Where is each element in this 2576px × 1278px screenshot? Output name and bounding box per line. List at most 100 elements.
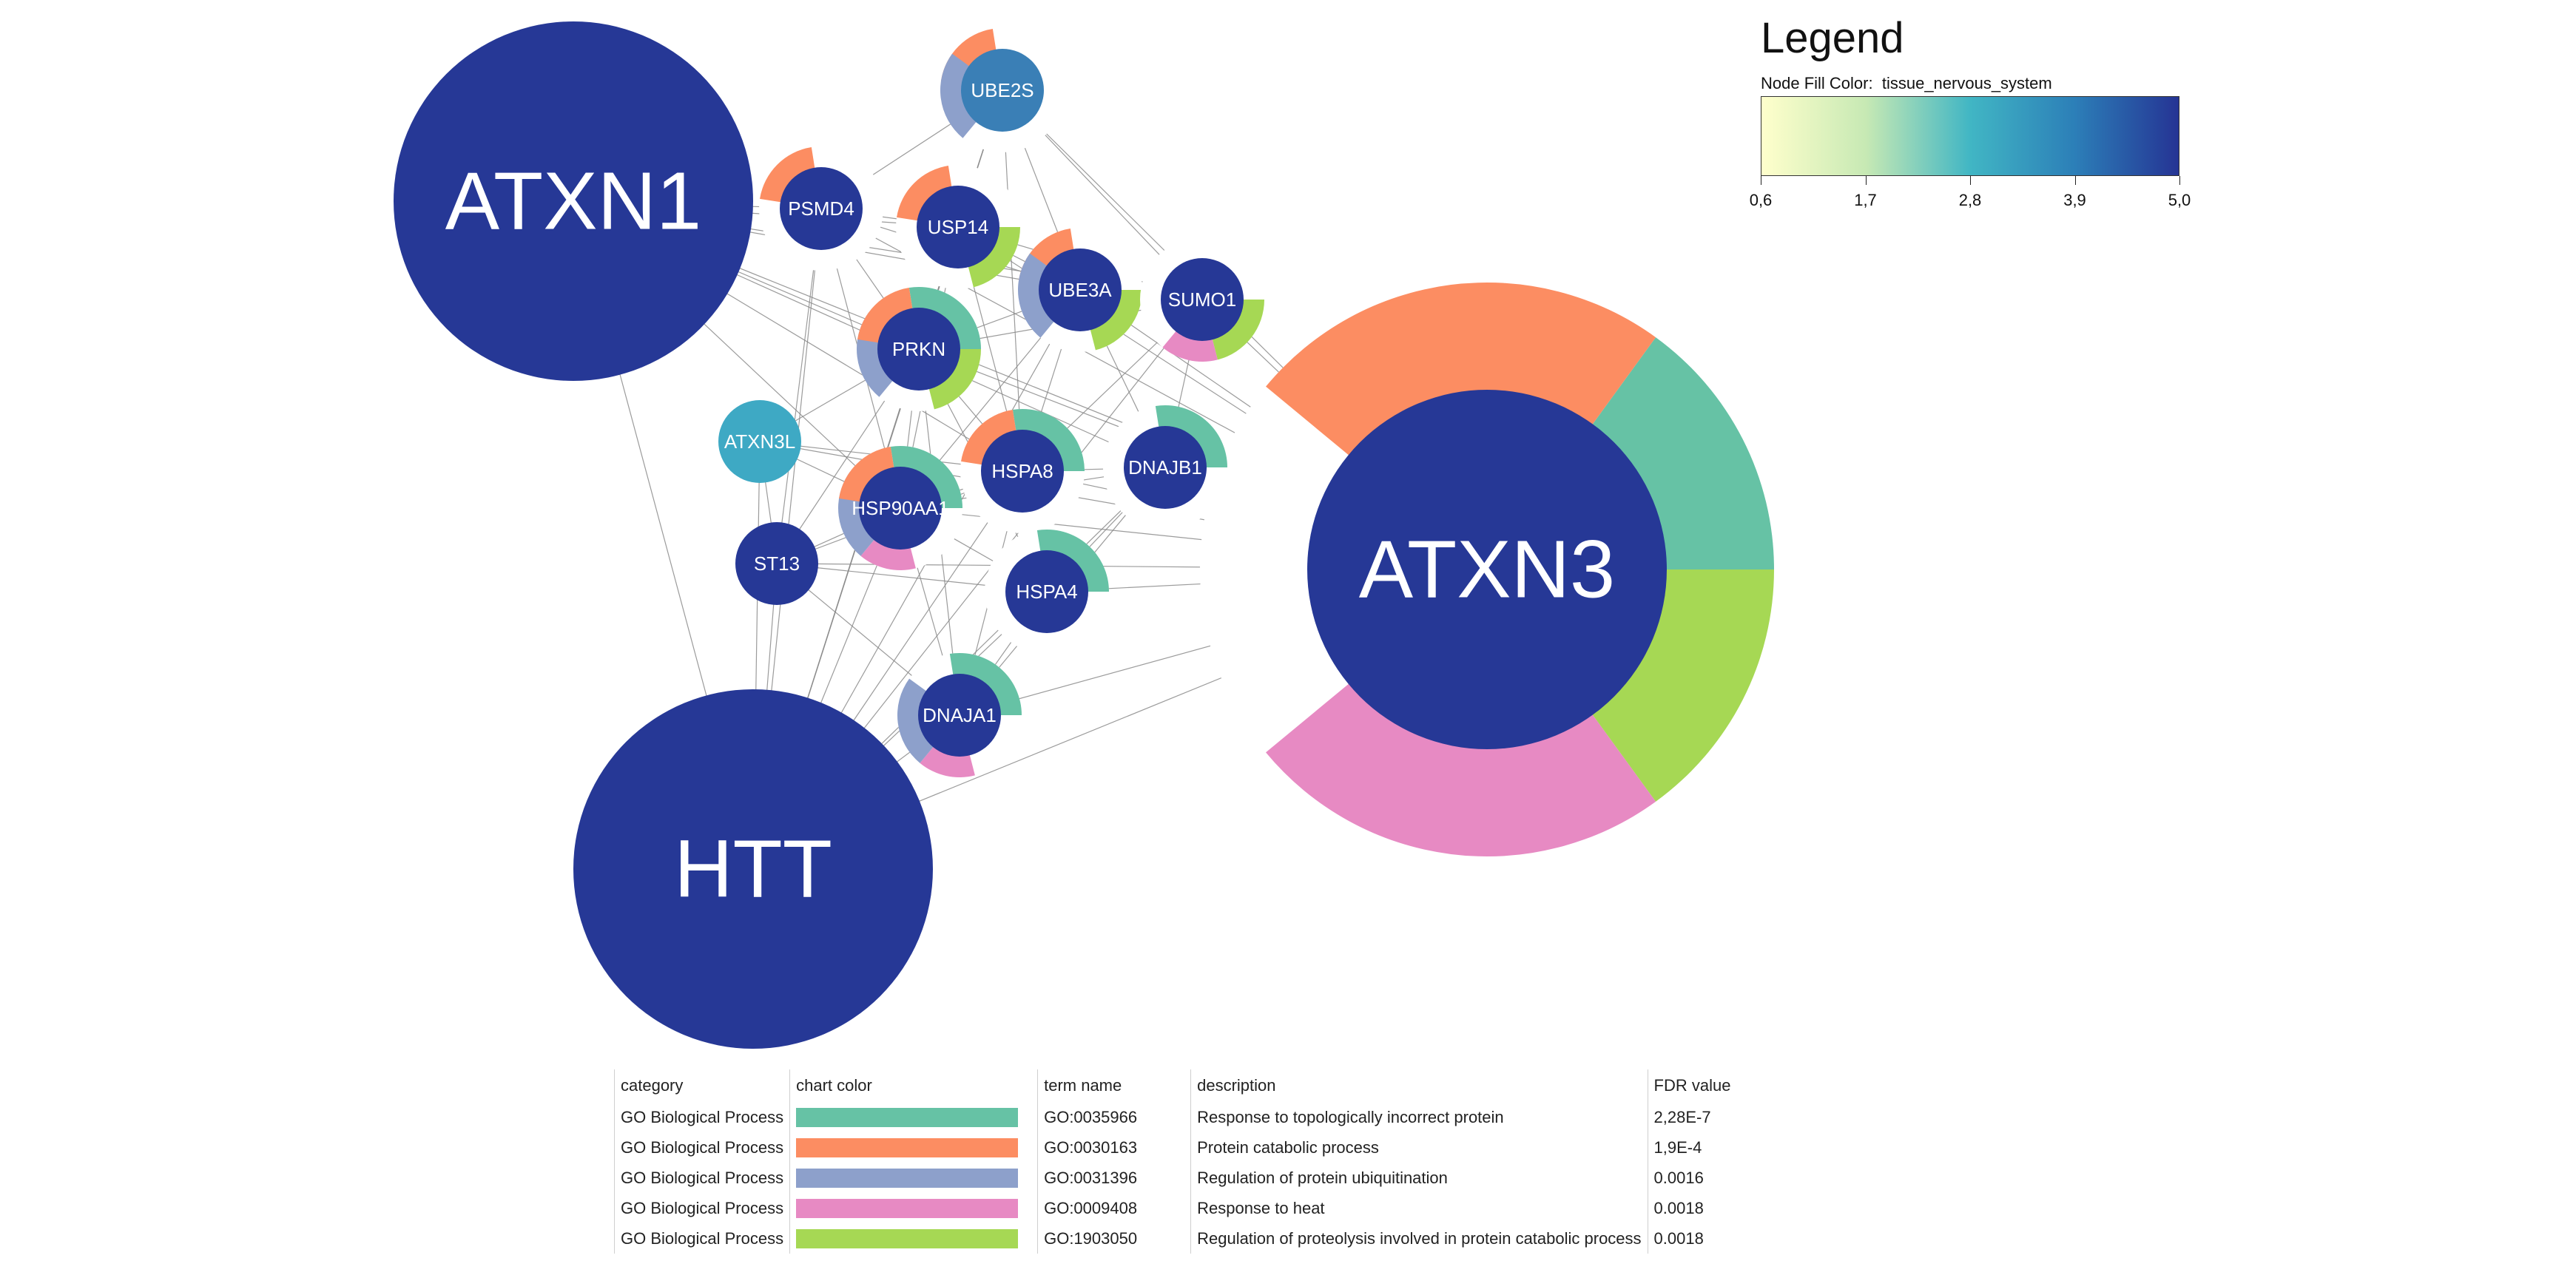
node-circle — [718, 400, 801, 483]
cell-description: Regulation of protein ubiquitination — [1190, 1163, 1648, 1193]
term-arc-GO-0009408 — [860, 538, 916, 570]
cell-category: GO Biological Process — [613, 1102, 790, 1132]
legend-tick-label: 0,6 — [1749, 191, 1773, 209]
color-swatch — [796, 1137, 1019, 1157]
node-hspa8[interactable]: HSPA8 — [960, 409, 1085, 533]
node-label: DNAJA1 — [923, 704, 997, 726]
cell-description: Response to heat — [1190, 1193, 1648, 1223]
node-atxn1[interactable]: ATXN1 — [394, 21, 753, 381]
node-psmd4[interactable]: PSMD4 — [759, 146, 883, 271]
color-swatch — [796, 1107, 1019, 1127]
node-circle — [573, 689, 933, 1049]
term-arc-GO-0031396 — [1018, 253, 1055, 338]
legend-gradient-bar — [1761, 96, 2179, 176]
header-term-name: term name — [1037, 1069, 1191, 1102]
term-arc-GO-0031396 — [897, 678, 934, 763]
cell-term: GO:0035966 — [1037, 1102, 1191, 1132]
cell-term: GO:1903050 — [1037, 1223, 1191, 1254]
node-layer: ATXN1 HTT ATXN3 UBE2S PSMD4 USP14 UBE3A SUMO1 PR… — [394, 21, 1774, 1049]
header-fdr: FDR value — [1647, 1069, 1749, 1102]
legend-title: Legend — [1761, 14, 1904, 62]
legend-tick — [1865, 176, 1867, 185]
node-usp14[interactable]: USP14 — [896, 165, 1020, 289]
node-label: SUMO1 — [1168, 288, 1236, 311]
color-swatch — [796, 1198, 1019, 1218]
cell-description: Regulation of proteolysis involved in pr… — [1190, 1223, 1648, 1254]
term-arc-GO-0030163 — [760, 147, 815, 203]
node-sumo1[interactable]: SUMO1 — [1140, 237, 1264, 362]
node-label: DNAJB1 — [1128, 456, 1202, 479]
enrichment-table: category chart color term name descripti… — [613, 1069, 1749, 1254]
node-circle — [877, 308, 960, 390]
term-arc-GO-0030163 — [1266, 283, 1656, 456]
cell-fdr: 1,9E-4 — [1647, 1132, 1749, 1163]
node-hspa4[interactable]: HSPA4 — [985, 530, 1109, 654]
node-circle — [1307, 390, 1667, 749]
node-label: ATXN3 — [1359, 524, 1615, 615]
legend-tick — [2074, 176, 2076, 185]
node-circle — [961, 49, 1044, 132]
node-st13[interactable]: ST13 — [735, 522, 818, 605]
table-row: GO Biological Process GO:0030163 Protein… — [613, 1132, 1749, 1163]
node-htt[interactable]: HTT — [573, 689, 933, 1049]
cell-fdr: 2,28E-7 — [1647, 1102, 1749, 1132]
node-prkn[interactable]: PRKN — [857, 287, 981, 411]
node-dnaja1[interactable]: DNAJA1 — [897, 653, 1022, 777]
legend-attribute: tissue_nervous_system — [1881, 74, 2052, 92]
legend-tick-label: 3,9 — [2063, 191, 2086, 209]
node-label: UBE2S — [971, 79, 1034, 101]
cell-fdr: 0.0016 — [1647, 1163, 1749, 1193]
node-circle — [981, 430, 1064, 513]
header-chart-color: chart color — [789, 1069, 1038, 1102]
node-label: HTT — [674, 824, 832, 915]
legend-subtitle-prefix: Node Fill Color: — [1761, 74, 1873, 92]
node-hsp90aa1[interactable]: HSP90AA1 — [838, 446, 962, 570]
node-label: ST13 — [754, 552, 800, 575]
term-arc-GO-0030163 — [839, 447, 894, 502]
cell-chart-color — [789, 1193, 1038, 1223]
legend-tick-label: 2,8 — [1958, 191, 1982, 209]
node-label: HSPA8 — [991, 460, 1053, 482]
table-row: GO Biological Process GO:0031396 Regulat… — [613, 1163, 1749, 1193]
term-arc-GO-0031396 — [940, 53, 977, 138]
cell-term: GO:0031396 — [1037, 1163, 1191, 1193]
term-arc-GO-0030163 — [857, 288, 913, 343]
header-category: category — [613, 1069, 790, 1102]
node-label: PSMD4 — [788, 197, 854, 220]
term-arc-GO-1903050 — [1212, 300, 1264, 360]
node-label: PRKN — [892, 338, 945, 360]
table-header-row: category chart color term name descripti… — [613, 1069, 1749, 1102]
node-circle — [394, 21, 753, 381]
node-label: ATXN3L — [724, 430, 795, 453]
term-arc-GO-0009408 — [1266, 683, 1656, 856]
node-dnajb1[interactable]: DNAJB1 — [1103, 405, 1227, 530]
legend-subtitle: Node Fill Color: tissue_nervous_system — [1761, 74, 2052, 93]
term-arc-GO-0030163 — [961, 410, 1016, 465]
legend-tick — [1970, 176, 1971, 185]
term-arc-GO-0035966 — [1591, 337, 1774, 569]
edge-UBE2S-HSPA8 — [1002, 89, 1023, 472]
node-label: ATXN1 — [445, 156, 701, 247]
node-circle — [1039, 248, 1122, 331]
node-circle — [1161, 258, 1244, 341]
cell-chart-color — [789, 1223, 1038, 1254]
node-label: HSP90AA1 — [852, 497, 949, 519]
cell-fdr: 0.0018 — [1647, 1193, 1749, 1223]
cell-category: GO Biological Process — [613, 1193, 790, 1223]
node-ube2s[interactable]: UBE2S — [940, 28, 1065, 152]
node-circle — [1005, 550, 1088, 633]
node-atxn3[interactable]: ATXN3 — [1200, 283, 1774, 856]
cell-chart-color — [789, 1132, 1038, 1163]
legend-tick — [2179, 176, 2180, 185]
node-label: USP14 — [928, 216, 988, 238]
node-atxn3l[interactable]: ATXN3L — [718, 400, 801, 483]
node-label: UBE3A — [1048, 279, 1112, 301]
term-arc-GO-0009408 — [920, 746, 975, 777]
node-circle — [859, 467, 942, 550]
node-circle — [735, 522, 818, 605]
legend-tick-label: 5,0 — [2168, 191, 2191, 209]
term-arc-GO-1903050 — [928, 349, 981, 410]
node-ube3a[interactable]: UBE3A — [1018, 228, 1143, 352]
cell-fdr: 0.0018 — [1647, 1223, 1749, 1254]
